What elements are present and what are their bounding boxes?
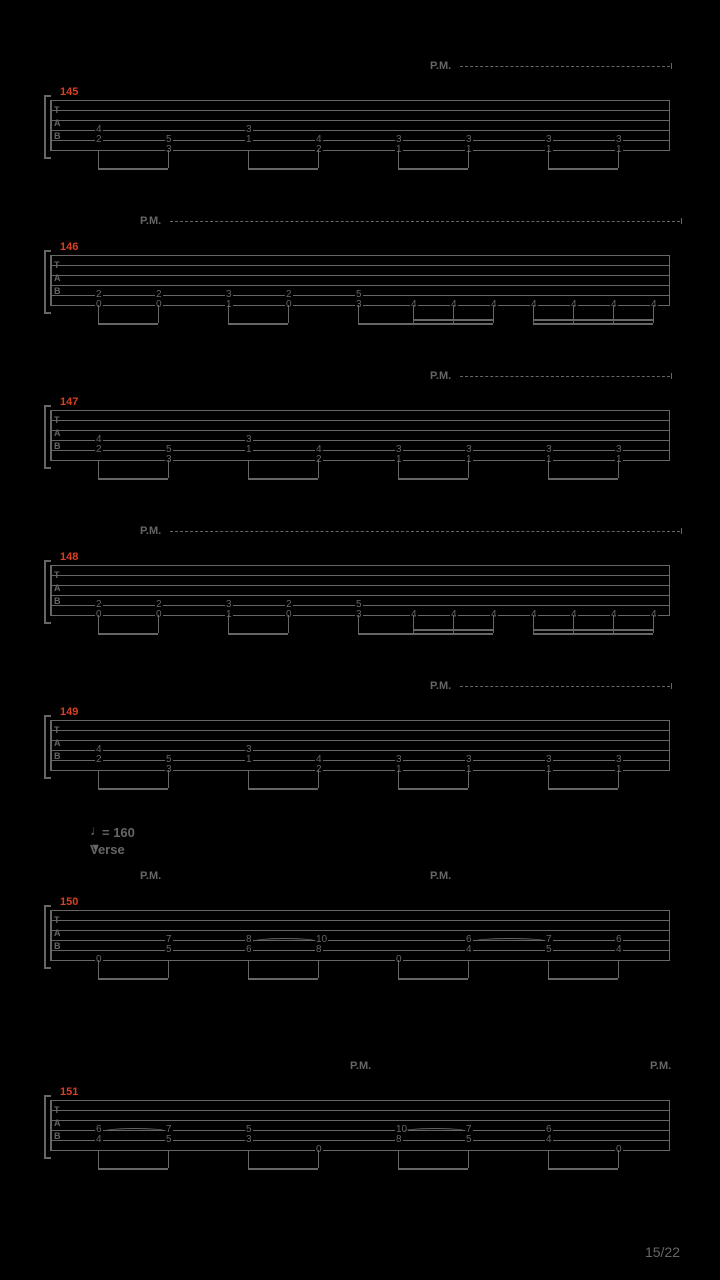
fret-number: 8 — [395, 1135, 403, 1145]
measure-number: 151 — [60, 1086, 78, 1098]
pm-label: P.M. — [350, 1060, 371, 1072]
fret-number: 4 — [95, 1135, 103, 1145]
pm-label: P.M. — [430, 60, 451, 72]
fret-number: 6 — [245, 945, 253, 955]
pm-label: P.M. — [430, 680, 451, 692]
fret-number: 2 — [95, 445, 103, 455]
fret-number: 3 — [245, 1135, 253, 1145]
measure-number: 149 — [60, 706, 78, 718]
fret-number: 2 — [95, 135, 103, 145]
pm-label: P.M. — [430, 370, 451, 382]
pm-label: P.M. — [430, 870, 451, 882]
pm-label: P.M. — [140, 525, 161, 537]
fret-number: 5 — [165, 945, 173, 955]
fret-number: 5 — [545, 945, 553, 955]
measure-number: 147 — [60, 396, 78, 408]
pm-label: P.M. — [140, 215, 161, 227]
measure-number: 148 — [60, 551, 78, 563]
measure-number: 146 — [60, 241, 78, 253]
measure-number: 150 — [60, 896, 78, 908]
fret-number: 1 — [245, 445, 253, 455]
fret-number: 8 — [315, 945, 323, 955]
tempo-mark: = 160 — [102, 825, 135, 840]
fret-number: 5 — [465, 1135, 473, 1145]
fret-number: 1 — [245, 135, 253, 145]
fret-number: 4 — [465, 945, 473, 955]
page-number: 15/22 — [645, 1244, 680, 1260]
pm-label: P.M. — [650, 1060, 671, 1072]
fret-number: 5 — [165, 1135, 173, 1145]
measure-number: 145 — [60, 86, 78, 98]
fret-number: 4 — [545, 1135, 553, 1145]
pm-label: P.M. — [140, 870, 161, 882]
tab-page: 145P.M.TAB4253314231313131146P.M.TAB2020… — [0, 0, 720, 1280]
fret-number: 4 — [615, 945, 623, 955]
fret-number: 2 — [95, 755, 103, 765]
fret-number: 1 — [245, 755, 253, 765]
